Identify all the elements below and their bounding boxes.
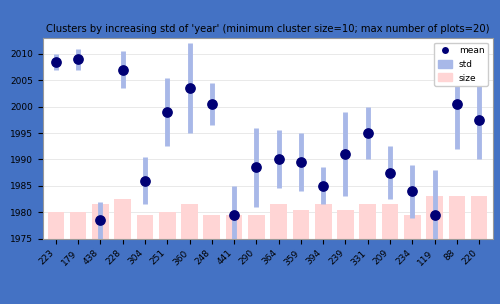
Point xyxy=(342,152,349,157)
Point xyxy=(230,212,238,217)
Bar xyxy=(70,212,86,239)
Bar xyxy=(159,212,176,239)
Bar xyxy=(92,204,109,239)
Point xyxy=(408,189,416,194)
Point xyxy=(208,102,216,106)
Point xyxy=(297,160,305,164)
Point xyxy=(475,117,483,122)
Point xyxy=(274,157,282,162)
Bar xyxy=(404,215,420,239)
Point xyxy=(319,183,327,188)
Point xyxy=(141,178,149,183)
Point xyxy=(118,67,126,72)
Bar xyxy=(270,204,287,239)
Bar xyxy=(136,215,154,239)
Bar xyxy=(114,199,131,239)
Bar xyxy=(204,215,220,239)
Point xyxy=(430,212,438,217)
Bar xyxy=(226,215,242,239)
Legend: mean, std, size: mean, std, size xyxy=(434,43,488,86)
Bar xyxy=(382,204,398,239)
Point xyxy=(186,86,194,91)
Point xyxy=(364,131,372,136)
Bar xyxy=(248,215,264,239)
Bar xyxy=(181,204,198,239)
Point xyxy=(74,57,82,61)
Point xyxy=(252,165,260,170)
Point xyxy=(96,218,104,223)
Bar xyxy=(48,212,64,239)
Bar xyxy=(315,204,332,239)
Title: Clusters by increasing std of 'year' (minimum cluster size=10; max number of plo: Clusters by increasing std of 'year' (mi… xyxy=(46,24,489,34)
Bar xyxy=(471,196,488,239)
Bar xyxy=(426,196,443,239)
Point xyxy=(52,59,60,64)
Point xyxy=(453,102,461,106)
Point xyxy=(164,109,172,114)
Bar xyxy=(337,209,354,239)
Bar xyxy=(448,196,465,239)
Point xyxy=(386,170,394,175)
Bar xyxy=(360,204,376,239)
Bar xyxy=(292,209,310,239)
